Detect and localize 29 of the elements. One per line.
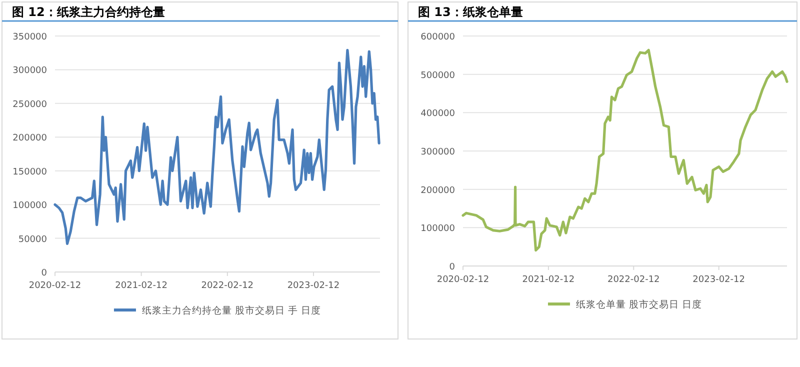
x-tick-label: 2023-02-12: [692, 275, 745, 285]
x-tick-label: 2021-02-12: [522, 275, 575, 285]
y-tick-label: 350000: [12, 32, 48, 42]
y-tick-label: 0: [41, 268, 48, 278]
x-tick-label: 2021-02-12: [115, 281, 168, 291]
x-tick-label: 2022-02-12: [201, 281, 254, 291]
y-tick-label: 300000: [420, 148, 456, 158]
y-tick-label: 200000: [12, 134, 48, 144]
y-tick-label: 250000: [12, 100, 48, 110]
legend-label: 纸浆主力合约持仓量 股市交易日 手 日度: [142, 304, 322, 316]
y-tick-label: 200000: [420, 186, 456, 196]
y-tick-label: 100000: [12, 201, 48, 212]
y-tick-label: 500000: [420, 70, 456, 81]
chart-title: 图 13：纸浆仓单量: [418, 5, 523, 19]
legend-label: 纸浆仓单量 股市交易日 日度: [576, 298, 702, 310]
x-tick-label: 2023-02-12: [287, 281, 340, 291]
line-series: [54, 48, 380, 245]
x-tick-label: 2022-02-12: [607, 275, 660, 285]
x-tick-label: 2020-02-12: [28, 281, 82, 291]
y-tick-label: 400000: [420, 109, 456, 120]
y-tick-label: 50000: [18, 234, 48, 245]
y-tick-label: 150000: [12, 167, 48, 178]
x-tick-label: 2020-02-12: [436, 275, 490, 285]
line-series: [462, 48, 788, 252]
chart-title: 图 12：纸浆主力合约持仓量: [12, 5, 165, 19]
y-tick-label: 600000: [420, 32, 456, 42]
y-tick-label: 0: [449, 262, 456, 272]
y-tick-label: 300000: [12, 66, 48, 76]
y-tick-label: 100000: [420, 224, 456, 234]
